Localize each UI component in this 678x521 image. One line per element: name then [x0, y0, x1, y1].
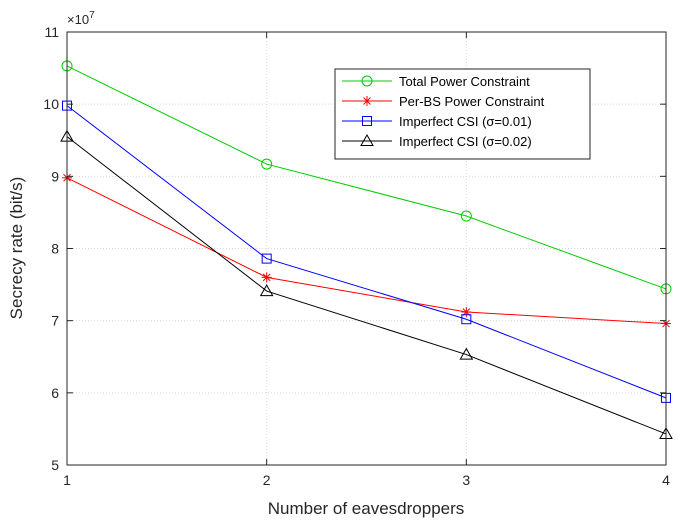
data-point-square	[362, 116, 372, 126]
data-point-triangle	[360, 133, 374, 146]
legend-entry: Imperfect CSI (σ=0.01)	[342, 114, 532, 129]
data-point-circle	[361, 75, 373, 87]
x-tick-label: 3	[462, 472, 470, 488]
data-point-circle	[261, 158, 273, 170]
data-point-triangle	[459, 347, 474, 360]
x-tick-label: 2	[263, 472, 271, 488]
asterisk-stroke	[262, 273, 271, 282]
legend-label: Imperfect CSI (σ=0.01)	[399, 114, 532, 129]
data-point-asterisk	[461, 307, 472, 318]
legend-label: Total Power Constraint	[399, 74, 530, 89]
legend-entry: Per-BS Power Constraint	[342, 94, 545, 109]
y-tick-label: 11	[44, 24, 59, 40]
data-point-square	[261, 253, 272, 264]
y-tick-label: 5	[51, 457, 59, 473]
legend: Total Power Constraint Per-BS Power Const…	[334, 68, 591, 160]
x-tick-label: 1	[63, 472, 71, 488]
y-multiplier-base: 10	[75, 12, 89, 27]
y-tick-label: 8	[51, 241, 59, 257]
y-axis-multiplier: ×107	[67, 10, 95, 27]
data-point-asterisk	[362, 96, 372, 106]
series-line	[66, 136, 667, 435]
legend-box	[334, 68, 591, 160]
y-multiplier-exponent: 7	[89, 10, 95, 21]
data-point-square	[461, 314, 472, 325]
series-triangle	[60, 129, 673, 439]
y-axis-title: Secrecy rate (bit/s)	[7, 177, 26, 320]
series-layer	[60, 60, 673, 439]
y-tick-label: 6	[51, 385, 59, 401]
series-line	[66, 177, 667, 325]
y-tick-label: 9	[51, 168, 59, 184]
y-tick-label: 7	[51, 313, 59, 329]
series-line	[66, 65, 667, 290]
x-tick-label: 4	[662, 472, 670, 488]
legend-entry: Imperfect CSI (σ=0.02)	[342, 133, 532, 149]
legend-label: Per-BS Power Constraint	[399, 94, 545, 109]
y-tick-label: 10	[43, 96, 59, 112]
legend-entry: Total Power Constraint	[342, 74, 530, 89]
data-point-asterisk	[261, 272, 272, 283]
series-line	[66, 105, 667, 399]
x-axis-title: Number of eavesdroppers	[268, 499, 465, 518]
data-point-triangle	[259, 284, 274, 297]
legend-label: Imperfect CSI (σ=0.02)	[399, 134, 532, 149]
data-point-circle	[460, 210, 472, 222]
axis-ticks: 1 2 3 4 5 6 7 8 9 10 11	[43, 24, 670, 488]
y-multiplier-prefix: ×	[67, 12, 75, 27]
asterisk-stroke	[363, 97, 371, 105]
